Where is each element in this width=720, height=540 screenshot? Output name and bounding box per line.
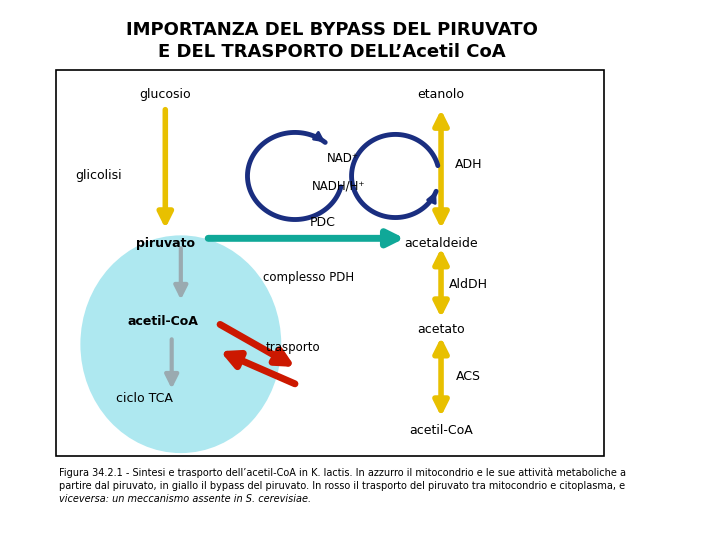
Text: glicolisi: glicolisi [76,170,122,183]
Text: acetil-CoA: acetil-CoA [127,315,198,328]
Bar [55,70,603,456]
Text: glucosio: glucosio [140,89,191,102]
Text: Figura 34.2.1 - Sintesi e trasporto dell’acetil-CoA in K. lactis. In azzurro il : Figura 34.2.1 - Sintesi e trasporto dell… [59,468,626,478]
Text: ciclo TCA: ciclo TCA [116,392,173,405]
Text: E DEL TRASPORTO DELL’Acetil CoA: E DEL TRASPORTO DELL’Acetil CoA [158,43,505,61]
Text: acetil-CoA: acetil-CoA [409,424,473,437]
Text: partire dal piruvato, in giallo il bypass del piruvato. In rosso il trasporto de: partire dal piruvato, in giallo il bypas… [59,481,626,491]
Text: viceversa: un meccanismo assente in S. cerevisiae.: viceversa: un meccanismo assente in S. c… [59,494,312,504]
Text: ACS: ACS [456,370,481,383]
Text: ADH: ADH [455,158,482,171]
Text: acetaldeide: acetaldeide [404,237,478,250]
Circle shape [81,235,282,453]
Text: piruvato: piruvato [136,237,195,250]
Text: etanolo: etanolo [418,89,464,102]
Text: NADH/H⁺: NADH/H⁺ [312,179,366,192]
Text: NAD⁺: NAD⁺ [326,152,359,165]
Text: complesso PDH: complesso PDH [263,272,354,285]
Text: AldDH: AldDH [449,278,488,292]
Text: acetato: acetato [417,323,465,336]
Text: trasporto: trasporto [266,341,320,354]
Text: PDC: PDC [310,216,336,229]
Text: IMPORTANZA DEL BYPASS DEL PIRUVATO: IMPORTANZA DEL BYPASS DEL PIRUVATO [125,22,537,39]
